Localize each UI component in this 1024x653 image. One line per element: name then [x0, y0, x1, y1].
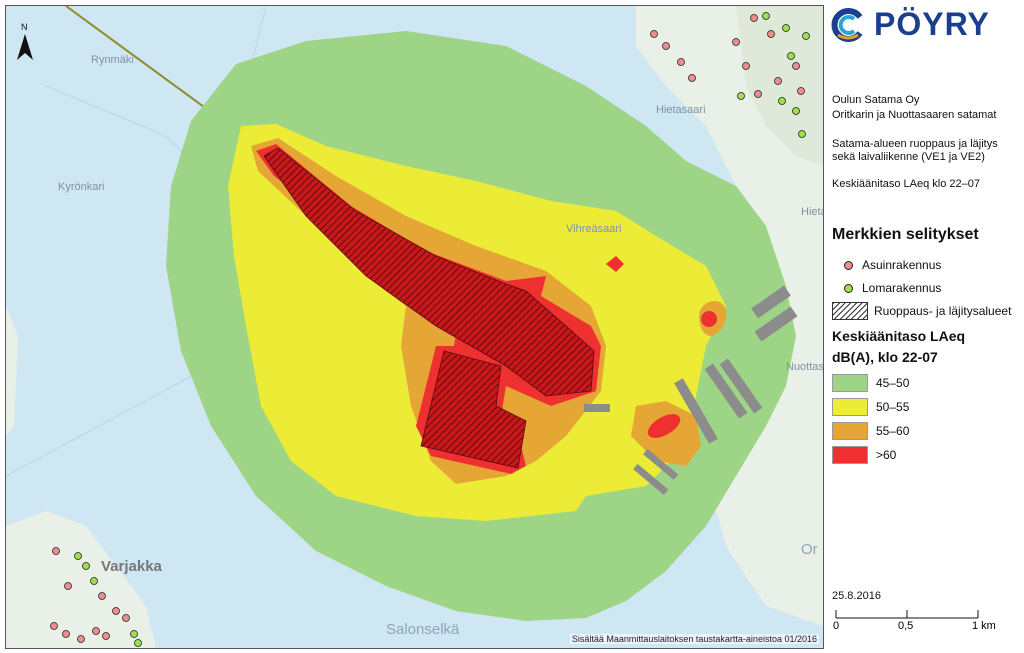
land-east [636, 6, 823, 626]
description-line-1: Satama-alueen ruoppaus ja läjitys [832, 138, 998, 150]
map-subject: Keskiäänitaso LAeq klo 22–07 [832, 178, 980, 190]
noise-legend-title-1: Keskiäänitaso LAeq [832, 328, 966, 344]
holiday-building-dot-icon [844, 283, 853, 293]
scale-label-0: 0 [833, 620, 840, 632]
noise-class-label: 50–55 [876, 400, 910, 414]
swatch-over-60 [832, 446, 868, 464]
legend-title: Merkkien selitykset [832, 226, 979, 243]
place-label-kyronkari: Kyrönkari [58, 181, 105, 193]
north-arrow: N [14, 20, 36, 62]
legend-label: Lomarakennus [862, 281, 942, 295]
map-canvas [6, 6, 823, 648]
legend-item-holiday: Lomarakennus [832, 281, 941, 295]
noise-class-label: 55–60 [876, 424, 910, 438]
place-label-or: Or [801, 541, 818, 558]
logo-text: PÖYRY [874, 6, 990, 42]
noise-class-45-50: 45–50 [832, 374, 909, 392]
place-label-nuottas: Nuottas [786, 361, 824, 373]
dredging-area-deposit [420, 350, 527, 469]
dredging-area-channel [263, 147, 595, 397]
holiday-building-markers [74, 12, 810, 647]
noise-class-over-60: >60 [832, 446, 896, 464]
client-name: Oulun Satama Oy [832, 94, 920, 106]
legend-panel: PÖYRY Oulun Satama Oy Oritkarin ja Nuott… [826, 0, 1024, 653]
poyry-swirl-logo-icon [831, 7, 863, 42]
legend-item-dredging: Ruoppaus- ja läjitysalueet [832, 302, 1011, 320]
noise-zone-over-60-east [647, 414, 681, 438]
scale-label-half: 0,5 [898, 620, 914, 632]
place-label-hietasaari: Hietasaari [656, 104, 706, 116]
noise-class-label: 45–50 [876, 376, 910, 390]
land-hietasaari [736, 6, 823, 166]
residential-building-dot-icon [844, 260, 853, 270]
description-line-2: sekä laivaliikenne (VE1 ja VE2) [832, 151, 985, 163]
land-west [6, 306, 18, 436]
scale-label-1km: 1 km [972, 620, 996, 632]
swatch-45-50 [832, 374, 868, 392]
noise-point-vihreasaari [606, 256, 624, 272]
scale-bar-graphic [835, 610, 979, 619]
legend-label: Asuinrakennus [862, 258, 942, 272]
noise-class-55-60: 55–60 [832, 422, 909, 440]
noise-class-label: >60 [876, 448, 897, 462]
map-attribution: Sisältää Maanmittauslaitoksen taustakart… [569, 634, 819, 644]
place-label-rynmaki: Rynmäki [91, 54, 134, 66]
place-label-salonselka: Salonselkä [386, 621, 460, 638]
noise-zone-over-60-quay [701, 311, 717, 327]
swatch-55-60 [832, 422, 868, 440]
map-date: 25.8.2016 [832, 590, 881, 602]
north-arrow-icon: N [17, 22, 33, 60]
scale-bar: 0 0,5 1 km [832, 606, 1004, 636]
place-label-vihreasaari: Vihreäsaari [566, 223, 622, 235]
noise-class-50-55: 50–55 [832, 398, 909, 416]
residential-building-markers [50, 14, 805, 643]
swatch-50-55 [832, 398, 868, 416]
legend-item-residential: Asuinrakennus [832, 258, 941, 272]
noise-legend-title-2: dB(A), klo 22-07 [832, 349, 938, 365]
hatched-area-icon [832, 302, 868, 320]
industrial-buildings [584, 285, 798, 495]
place-label-hietas: Hietas [801, 206, 823, 218]
project-name: Oritkarin ja Nuottasaaren satamat [832, 109, 997, 121]
legend-label: Ruoppaus- ja läjitysalueet [874, 304, 1012, 318]
company-logo: PÖYRY [830, 6, 990, 43]
place-label-varjakka: Varjakka [101, 558, 162, 575]
noise-map[interactable]: N Rynmäki Kyrönkari Vihreäsaari Hietasaa… [5, 5, 824, 649]
svg-text:N: N [21, 22, 28, 32]
